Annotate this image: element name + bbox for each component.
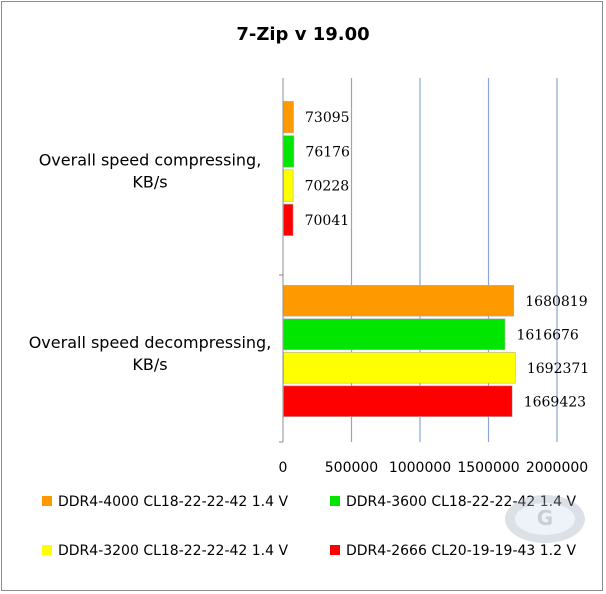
legend-swatch bbox=[330, 545, 340, 555]
legend: DDR4-4000 CL18-22-22-42 1.4 V DDR4-3600 C… bbox=[42, 494, 576, 559]
bar bbox=[283, 285, 515, 317]
data-label: 1616676 bbox=[516, 327, 578, 343]
x-tick-label: 0 bbox=[279, 460, 288, 476]
x-tick-label: 1000000 bbox=[389, 460, 451, 476]
category-label: Overall speed decompressing, KB/s bbox=[29, 333, 272, 374]
svg-text:G: G bbox=[537, 506, 553, 530]
bars bbox=[283, 101, 516, 417]
bar bbox=[283, 318, 506, 350]
bar bbox=[283, 101, 294, 134]
x-tick-label: 1500000 bbox=[457, 460, 519, 476]
x-tick-label: 2000000 bbox=[526, 460, 588, 476]
data-label: 70228 bbox=[305, 179, 350, 195]
value-labels: 73095 76176 70228 70041 1680819 1616676 169237… bbox=[305, 110, 590, 410]
data-label: 1669423 bbox=[524, 394, 586, 410]
category-label: Overall speed compressing, KB/s bbox=[39, 151, 262, 192]
category-label-line: Overall speed decompressing, bbox=[29, 333, 272, 352]
axes bbox=[279, 78, 284, 443]
legend-label: DDR4-3200 CL18-22-22-42 1.4 V bbox=[58, 543, 288, 559]
legend-swatch bbox=[42, 545, 52, 555]
category-label-line: Overall speed compressing, bbox=[39, 151, 262, 170]
bar bbox=[283, 352, 516, 384]
x-tick-labels: 0 500000 1000000 1500000 2000000 bbox=[279, 460, 589, 476]
legend-label: DDR4-3600 CL18-22-22-42 1.4 V bbox=[346, 494, 576, 510]
bar bbox=[283, 135, 295, 168]
watermark-logo: G bbox=[505, 495, 585, 543]
legend-label: DDR4-4000 CL18-22-22-42 1.4 V bbox=[58, 494, 288, 510]
data-label: 76176 bbox=[305, 144, 350, 160]
data-label: 1692371 bbox=[527, 361, 589, 377]
data-label: 1680819 bbox=[525, 294, 587, 310]
bar bbox=[283, 203, 294, 236]
legend-swatch bbox=[330, 496, 340, 506]
category-label-line: KB/s bbox=[132, 355, 167, 374]
x-tick-label: 500000 bbox=[325, 460, 378, 476]
legend-label: DDR4-2666 CL20-19-19-43 1.2 V bbox=[346, 543, 576, 559]
chart-title: 7-Zip v 19.00 bbox=[236, 24, 369, 45]
data-label: 70041 bbox=[305, 213, 350, 229]
category-label-line: KB/s bbox=[132, 173, 167, 192]
bar bbox=[283, 385, 513, 417]
legend-swatch bbox=[42, 496, 52, 506]
bar bbox=[283, 169, 294, 202]
data-label: 73095 bbox=[305, 110, 350, 126]
